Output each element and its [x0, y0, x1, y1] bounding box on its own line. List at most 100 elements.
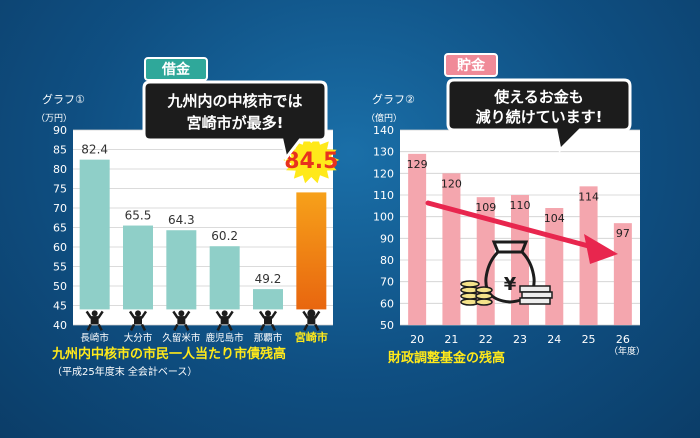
chart2-value-label: 110	[510, 199, 531, 212]
chart1-value-label: 65.5	[125, 209, 152, 223]
money-bag-icon: ¥	[484, 240, 536, 304]
chart2-y-tick: 50	[380, 319, 394, 332]
chart2-value-labels: 129 120 109 110 104 114 97	[407, 158, 630, 240]
chart2-x-label: 25	[582, 333, 596, 346]
chart1-value-labels: 82.4 65.5 64.3 60.2 49.2	[81, 143, 281, 286]
chart2-y-tick: 80	[380, 254, 394, 267]
chart1-x-label: 鹿児島市	[206, 332, 245, 344]
chart1-callout: 借金 九州内の中核市では 宮崎市が最多!	[142, 57, 328, 162]
chart2-y-tick: 100	[373, 211, 394, 224]
chart1-y-tick: 90	[53, 124, 67, 137]
chart1-y-tick: 65	[53, 222, 67, 235]
chart2-callout: 貯金 使えるお金も 減り続けています!	[444, 53, 632, 154]
chart1-figures	[85, 309, 321, 331]
chart2-y-tick: 120	[373, 167, 394, 180]
chart2-caption-number: グラフ②	[372, 92, 415, 106]
chart1-caption-number: グラフ①	[42, 92, 85, 106]
chart2-y-tick: 90	[380, 232, 394, 245]
chart2-y-tick: 70	[380, 276, 394, 289]
chart1-y-tick: 45	[53, 300, 67, 313]
chart2-callout-line1: 使えるお金も	[493, 88, 584, 106]
chart2-x-unit: （年度）	[609, 345, 645, 357]
chart2-unit: （億円）	[366, 112, 402, 124]
chart2-y-tick: 130	[373, 146, 394, 159]
chart2-y-tick: 110	[373, 189, 394, 202]
chart1-x-label: 那覇市	[254, 332, 283, 344]
chart2-value-label: 109	[475, 201, 496, 214]
chart1-x-label: 久留米市	[162, 332, 201, 344]
person-figure-icon	[215, 310, 234, 331]
chart2-x-labels: 20 21 22 23 24 25 26	[410, 333, 630, 346]
chart2-badge-label: 貯金	[457, 57, 486, 74]
chart1-bar	[209, 246, 240, 310]
chart1-bar	[166, 230, 197, 310]
chart1-subtitle: （平成25年度末 全会計ベース）	[52, 365, 197, 378]
coin-stack-icon	[460, 280, 493, 306]
chart1-bar-highlight	[296, 192, 327, 310]
chart1-bars	[79, 159, 327, 310]
chart2-y-tick: 60	[380, 297, 394, 310]
chart1-callout-box	[142, 80, 328, 162]
chart1-callout-line1: 九州内の中核市では	[166, 92, 302, 110]
chart2-x-label: 26	[616, 333, 630, 346]
chart1-y-tick: 55	[53, 261, 67, 274]
highlight-value-label: 84.5	[284, 149, 338, 174]
chart2-x-label: 21	[444, 333, 458, 346]
chart2-value-label: 129	[407, 158, 428, 171]
person-figure-icon	[85, 310, 104, 331]
chart2-bar	[545, 208, 564, 325]
chart2-value-label: 120	[441, 177, 462, 190]
chart2-title: 財政調整基金の残高	[387, 350, 505, 366]
chart1-y-ticks: 40 45 50 55 60 65 70 75 80 85 90	[53, 124, 67, 332]
chart2-bar	[613, 223, 632, 325]
chart2-x-label: 23	[513, 333, 527, 346]
chart2-bar	[408, 153, 427, 325]
chart2-x-label: 24	[547, 333, 561, 346]
chart1-value-label: 64.3	[168, 213, 195, 227]
bill-stack-icon	[519, 285, 553, 305]
person-figure-icon	[128, 310, 148, 331]
chart1-value-label: 49.2	[255, 272, 282, 286]
chart2-badge	[444, 53, 498, 77]
chart1-bar	[79, 159, 110, 310]
chart1-y-tick: 40	[53, 319, 67, 332]
person-figure-icon	[258, 310, 278, 331]
chart1-y-tick: 70	[53, 202, 67, 215]
chart1-y-tick: 75	[53, 183, 67, 196]
chart2-value-label: 97	[616, 227, 630, 240]
svg-text:¥: ¥	[504, 274, 517, 295]
chart1-unit: （万円）	[36, 113, 72, 124]
person-figure-icon	[172, 310, 191, 331]
highlight-starburst	[283, 136, 340, 184]
trend-arrow-icon	[425, 200, 618, 264]
chart1-badge-label: 借金	[161, 61, 191, 78]
chart2-callout-line2: 減り続けています!	[476, 108, 603, 126]
chart1-x-label: 長崎市	[80, 332, 109, 344]
chart1-y-tick: 60	[53, 241, 67, 254]
chart1-y-tick: 50	[53, 280, 67, 293]
chart1-title: 九州内中核市の市民一人当たり市債残高	[51, 346, 286, 362]
chart2-bar	[442, 173, 461, 325]
chart1-badge	[144, 57, 208, 81]
chart1-value-label: 60.2	[211, 229, 238, 243]
chart1-x-label: 宮崎市	[295, 330, 328, 344]
chart1-value-label: 82.4	[81, 143, 108, 157]
chart2-bar	[511, 195, 529, 325]
chart1-x-label: 大分市	[124, 332, 153, 344]
chart2-value-label: 114	[578, 190, 599, 203]
chart2-y-tick: 140	[373, 124, 394, 137]
chart2-x-label: 20	[410, 333, 424, 346]
chart1-y-tick: 80	[53, 163, 67, 176]
chart1-bar	[253, 289, 283, 310]
chart1-y-tick: 85	[53, 144, 67, 157]
chart2-x-label: 22	[479, 333, 493, 346]
chart1-x-labels: 長崎市 大分市 久留米市 鹿児島市 那覇市 宮崎市	[80, 330, 327, 344]
chart2-callout-box	[446, 78, 632, 154]
person-figure-icon	[302, 309, 321, 331]
chart2-y-ticks: 50 60 70 80 90 100 110 120 130 140	[373, 124, 394, 332]
chart1: グラフ① （万円） 40 45 50 55 60 65 70 75 80 85 90 82.4 65.…	[36, 57, 340, 378]
chart2-value-label: 104	[544, 212, 565, 225]
chart1-callout-line2: 宮崎市が最多!	[187, 114, 284, 132]
